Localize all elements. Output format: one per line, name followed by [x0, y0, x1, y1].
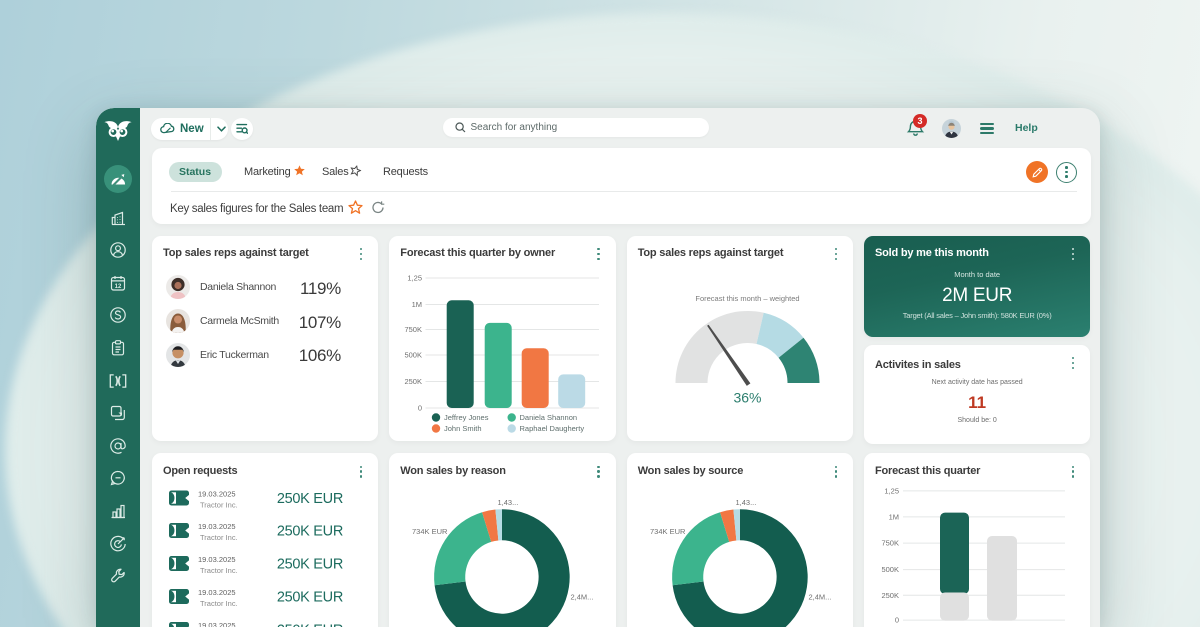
svg-text:500K: 500K — [881, 565, 899, 574]
svg-text:734K EUR: 734K EUR — [412, 527, 448, 536]
svg-text:1,43...: 1,43... — [498, 498, 519, 507]
svg-text:Tractor Inc.: Tractor Inc. — [200, 533, 238, 542]
svg-text:19.03.2025: 19.03.2025 — [198, 522, 236, 531]
svg-text:Tractor Inc.: Tractor Inc. — [200, 599, 238, 608]
svg-text:John Smith: John Smith — [444, 424, 482, 433]
svg-text:19.03.2025: 19.03.2025 — [198, 490, 236, 499]
svg-text:250K EUR: 250K EUR — [277, 524, 343, 540]
svg-text:250K: 250K — [405, 377, 423, 386]
svg-text:500K: 500K — [405, 350, 423, 359]
svg-text:19.03.2025: 19.03.2025 — [198, 555, 236, 564]
svg-text:250K: 250K — [881, 591, 899, 600]
svg-text:250K EUR: 250K EUR — [277, 557, 343, 573]
svg-text:2,4M...: 2,4M... — [808, 593, 831, 602]
svg-text:Tractor Inc.: Tractor Inc. — [200, 501, 238, 510]
svg-text:250K EUR: 250K EUR — [277, 590, 343, 606]
svg-text:12: 12 — [115, 283, 122, 289]
svg-text:0: 0 — [895, 616, 899, 625]
svg-text:1,43...: 1,43... — [735, 498, 756, 507]
svg-text:750K: 750K — [881, 539, 899, 548]
svg-text:Raphael Daugherty: Raphael Daugherty — [520, 424, 585, 433]
svg-text:Daniela Shannon: Daniela Shannon — [520, 413, 578, 422]
svg-text:Forecast this month – weighted: Forecast this month – weighted — [695, 294, 799, 303]
svg-text:1,25: 1,25 — [408, 273, 423, 282]
svg-text:Jeffrey Jones: Jeffrey Jones — [444, 413, 489, 422]
svg-text:0: 0 — [418, 403, 422, 412]
svg-text:1,25: 1,25 — [884, 486, 899, 495]
svg-text:Tractor Inc.: Tractor Inc. — [200, 566, 238, 575]
svg-text:734K EUR: 734K EUR — [650, 527, 686, 536]
svg-text:2,4M...: 2,4M... — [571, 593, 594, 602]
svg-text:750K: 750K — [405, 325, 423, 334]
svg-text:36%: 36% — [733, 389, 761, 405]
svg-text:1M: 1M — [889, 512, 899, 521]
svg-text:250K EUR: 250K EUR — [277, 491, 343, 507]
svg-text:19.03.2025: 19.03.2025 — [198, 621, 236, 627]
svg-text:250K EUR: 250K EUR — [277, 623, 343, 627]
svg-text:19.03.2025: 19.03.2025 — [198, 588, 236, 597]
svg-text:1M: 1M — [412, 300, 422, 309]
